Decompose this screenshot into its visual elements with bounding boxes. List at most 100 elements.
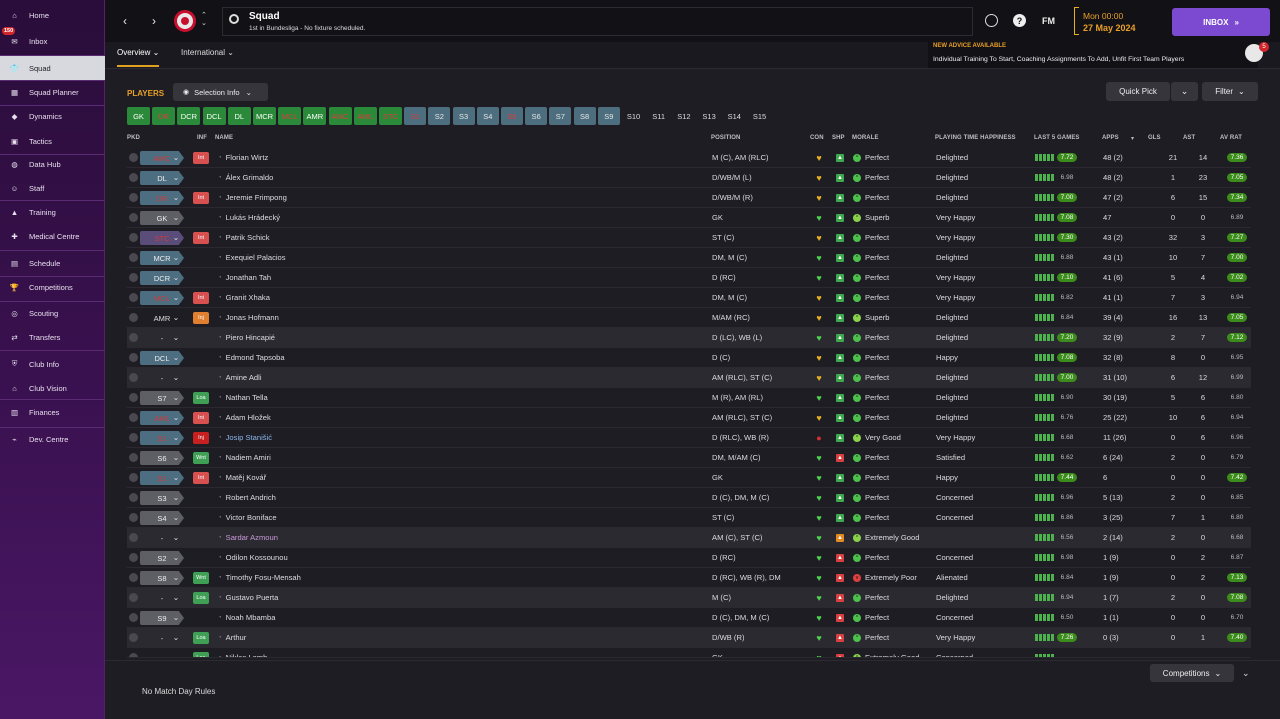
sidebar-item-finances[interactable]: ▥ Finances [0, 400, 105, 424]
row-select-toggle[interactable] [129, 353, 138, 362]
picked-position-selector[interactable]: AMR [153, 313, 171, 323]
row-select-toggle[interactable] [129, 173, 138, 182]
table-row[interactable]: S1 ⌄ Inj ◔ Josip Stanišić D (RLC), WB (R) ● ▲ ^ V… [127, 428, 1251, 448]
current-date[interactable]: 27 May 2024 [1083, 23, 1136, 33]
row-select-toggle[interactable] [129, 493, 138, 502]
table-row[interactable]: S1 ⌄ Int ◔ Matěj Kovář GK ♥ ▲ ^ Perfect Happy 7.44 6… [127, 468, 1251, 488]
position-filter-mcr[interactable]: MCR [253, 107, 276, 125]
search-icon[interactable] [229, 14, 239, 24]
picked-position-selector[interactable]: - [160, 593, 164, 603]
picked-position-selector[interactable]: S6 [140, 451, 184, 465]
selection-info-button[interactable]: ◉ Selection Info ⌄ [173, 83, 268, 101]
position-filter-stc[interactable]: STC [379, 107, 402, 125]
position-filter-dcl[interactable]: DCL [202, 107, 226, 125]
advisor-avatar[interactable] [1245, 44, 1263, 62]
table-row[interactable]: - ⌄ Loa ◔ Arthur D/WB (R) ♥ ▲ ^ Perfect Very Happy… [127, 628, 1251, 648]
position-filter-aml[interactable]: AML [353, 107, 377, 125]
player-name[interactable]: ◔ Matěj Kovář [218, 468, 388, 487]
player-name[interactable]: ◔ Robert Andrich [218, 488, 388, 507]
sidebar-item-medical-centre[interactable]: ✚ Medical Centre [0, 224, 105, 248]
sidebar-item-home[interactable]: ⌂ Home [0, 3, 105, 27]
table-row[interactable]: - ⌄ ◔ Amine Adli AM (RLC), ST (C) ♥ ▲ ^ Perfect D… [127, 368, 1251, 388]
row-select-toggle[interactable] [129, 153, 138, 162]
row-select-toggle[interactable] [129, 313, 138, 322]
tab-overview[interactable]: Overview ⌄ [117, 47, 160, 67]
picked-position-selector[interactable]: S8 [140, 571, 184, 585]
col-last5[interactable]: LAST 5 GAMES [1034, 135, 1080, 141]
picked-position-selector[interactable]: - [160, 653, 164, 658]
row-select-toggle[interactable] [129, 433, 138, 442]
position-filter-s8[interactable]: S8 [573, 107, 596, 125]
filter-button[interactable]: Filter ⌄ [1202, 82, 1258, 101]
table-row[interactable]: DCR ⌄ ◔ Jonathan Tah D (RC) ♥ ▲ ^ Perfect Very Ha… [127, 268, 1251, 288]
col-inf[interactable]: INF [197, 135, 207, 141]
forward-arrow-icon[interactable]: › [152, 14, 156, 28]
row-select-toggle[interactable] [129, 653, 138, 657]
picked-position-selector[interactable]: STC [140, 231, 184, 245]
table-row[interactable]: GK ⌄ ◔ Lukás Hrádecký GK ♥ ▲ ^ Superb Very Happy 7… [127, 208, 1251, 228]
row-select-toggle[interactable] [129, 233, 138, 242]
player-name[interactable]: ◔ Lukás Hrádecký [218, 208, 388, 227]
position-filter-s6[interactable]: S6 [525, 107, 548, 125]
match-day-rules[interactable]: No Match Day Rules [142, 687, 216, 696]
col-name[interactable]: NAME [215, 135, 234, 141]
position-filter-s7[interactable]: S7 [549, 107, 572, 125]
position-filter-amc[interactable]: AMC [328, 107, 352, 125]
player-name[interactable]: ◔ Edmond Tapsoba [218, 348, 388, 367]
col-playing-time[interactable]: PLAYING TIME HAPPINESS [935, 135, 1016, 141]
row-select-toggle[interactable] [129, 393, 138, 402]
back-arrow-icon[interactable]: ‹ [123, 14, 127, 28]
position-filter-s14[interactable]: S14 [727, 111, 741, 121]
row-select-toggle[interactable] [129, 213, 138, 222]
row-select-toggle[interactable] [129, 253, 138, 262]
player-name[interactable]: ◔ Josip Stanišić [218, 428, 388, 447]
row-select-toggle[interactable] [129, 333, 138, 342]
col-position[interactable]: POSITION [711, 135, 741, 141]
table-row[interactable]: MCL ⌄ Int ◔ Granit Xhaka DM, M (C) ♥ ▲ ^ Perfect V… [127, 288, 1251, 308]
player-name[interactable]: ◔ Patrik Schick [218, 228, 388, 247]
sidebar-item-club-info[interactable]: ⛨ Club Info [0, 352, 105, 376]
table-row[interactable]: AMC ⌄ Int ◔ Florian Wirtz M (C), AM (RLC) ♥ ▲ ^ P… [127, 148, 1251, 168]
col-con[interactable]: CON [810, 135, 824, 141]
table-row[interactable]: AML ⌄ Int ◔ Adam Hložek AM (RLC), ST (C) ♥ ▲ ^ Pe… [127, 408, 1251, 428]
sidebar-item-transfers[interactable]: ⇄ Transfers [0, 325, 105, 349]
row-select-toggle[interactable] [129, 293, 138, 302]
row-select-toggle[interactable] [129, 633, 138, 642]
row-select-toggle[interactable] [129, 473, 138, 482]
table-row[interactable]: S4 ⌄ ◔ Victor Boniface ST (C) ♥ ▲ ^ Perfect Conce… [127, 508, 1251, 528]
player-name[interactable]: ◔ Piero Hincapié [218, 328, 388, 347]
row-select-toggle[interactable] [129, 273, 138, 282]
position-filter-s10[interactable]: S10 [626, 111, 641, 121]
sidebar-item-training[interactable]: ▲ Training [0, 200, 105, 224]
quick-pick-button[interactable]: Quick Pick [1106, 82, 1170, 101]
row-select-toggle[interactable] [129, 573, 138, 582]
help-bulb-icon[interactable] [985, 14, 998, 27]
row-select-toggle[interactable] [129, 453, 138, 462]
picked-position-selector[interactable]: MCL [140, 291, 184, 305]
player-name[interactable]: ◔ Niklas Lomb [218, 648, 388, 657]
picked-position-selector[interactable]: - [160, 373, 164, 383]
picked-position-selector[interactable]: - [160, 333, 164, 343]
player-name[interactable]: ◔ Nathan Tella [218, 388, 388, 407]
position-filter-s9[interactable]: S9 [597, 107, 620, 125]
picked-position-selector[interactable]: S1 [140, 471, 184, 485]
picked-position-selector[interactable]: DL [140, 171, 184, 185]
player-name[interactable]: ◔ Jonas Hofmann [218, 308, 388, 327]
player-name[interactable]: ◔ Jeremie Frimpong [218, 188, 388, 207]
sidebar-item-schedule[interactable]: ▤ Schedule [0, 251, 105, 275]
table-row[interactable]: S2 ⌄ ◔ Odilon Kossounou D (RC) ♥ ▲ ^ Perfect Conc… [127, 548, 1251, 568]
sidebar-item-dev-centre[interactable]: ⌁ Dev. Centre [0, 427, 105, 451]
picked-position-selector[interactable]: S2 [140, 551, 184, 565]
row-select-toggle[interactable] [129, 533, 138, 542]
position-filter-s4[interactable]: S4 [476, 107, 499, 125]
player-name[interactable]: ◔ Sardar Azmoun [218, 528, 388, 547]
col-shp[interactable]: SHP [832, 135, 845, 141]
col-av-rat[interactable]: AV RAT [1220, 135, 1243, 141]
table-row[interactable]: - ⌄ ◔ Sardar Azmoun AM (C), ST (C) ♥ ▲ ^ Extreme… [127, 528, 1251, 548]
player-name[interactable]: ◔ Amine Adli [218, 368, 388, 387]
player-name[interactable]: ◔ Álex Grimaldo [218, 168, 388, 187]
row-select-toggle[interactable] [129, 373, 138, 382]
table-row[interactable]: STC ⌄ Int ◔ Patrik Schick ST (C) ♥ ▲ ^ Perfect Ver… [127, 228, 1251, 248]
position-filter-gk[interactable]: GK [127, 107, 150, 125]
position-filter-s15[interactable]: S15 [752, 111, 767, 121]
